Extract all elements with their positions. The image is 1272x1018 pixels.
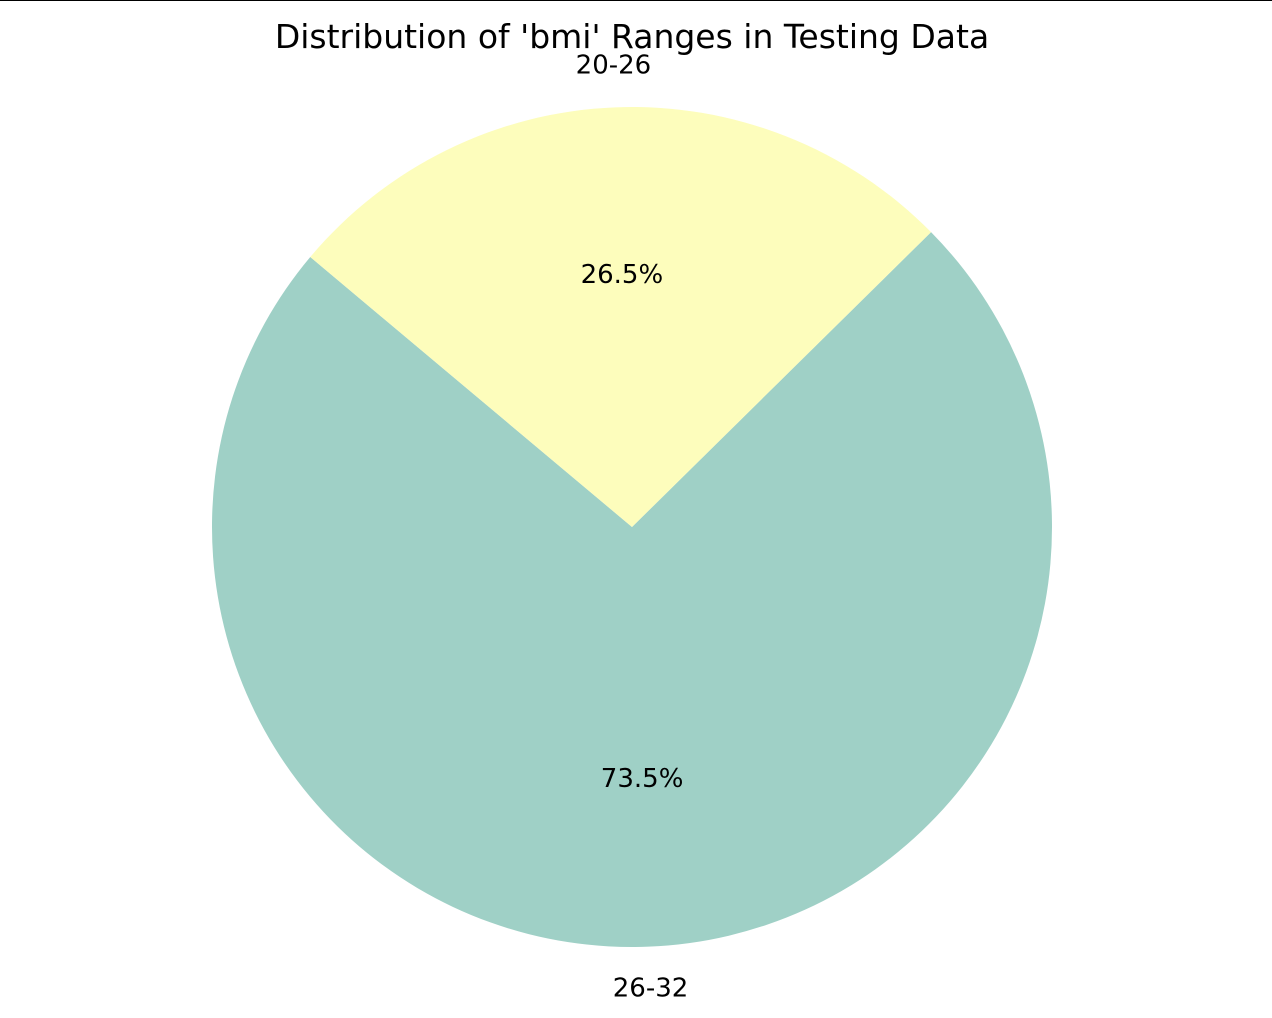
slice-label-26-32: 26-32 xyxy=(613,974,689,1004)
top-border xyxy=(0,0,1272,1)
pie-slice-20-26 xyxy=(310,106,932,527)
pie-labels: 26-32 73.5% 20-26 26.5% xyxy=(576,50,689,1003)
percent-label-20-26: 26.5% xyxy=(581,260,664,290)
chart-title: Distribution of 'bmi' Ranges in Testing … xyxy=(275,17,989,56)
percent-label-26-32: 73.5% xyxy=(601,764,684,794)
slice-label-20-26: 20-26 xyxy=(576,50,652,80)
pie-slices xyxy=(212,106,1053,947)
pie-slice-26-32 xyxy=(212,232,1053,947)
